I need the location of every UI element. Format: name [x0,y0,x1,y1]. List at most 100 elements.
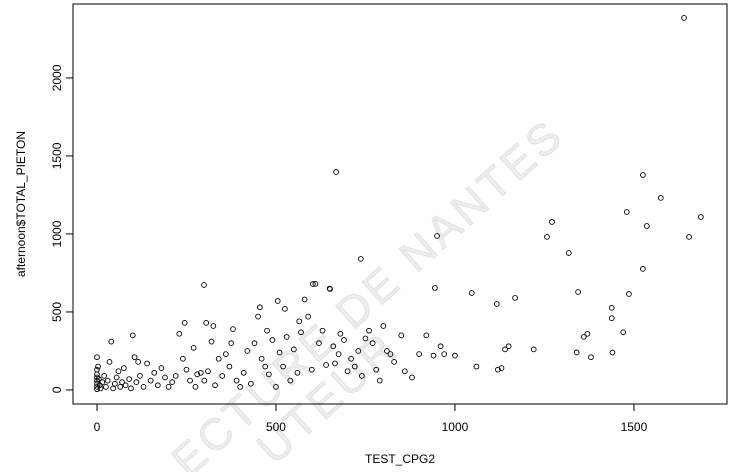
point [505,343,512,350]
point [362,335,369,342]
point [330,343,337,350]
point [180,355,186,362]
point [423,332,430,339]
point [549,219,555,225]
x-tick-label: 1500 [621,420,648,434]
y-tick-label: 1000 [50,220,64,247]
point [309,281,316,287]
point [248,380,254,387]
point [416,351,423,357]
point [319,327,326,334]
point [398,332,405,339]
point [305,313,312,320]
point [129,332,136,339]
y-tick-label: 0 [50,386,64,393]
point [294,369,301,376]
point [298,329,304,336]
plot-frame [72,3,728,405]
point [640,172,646,178]
point [94,383,100,390]
point [359,373,365,379]
point [94,380,100,387]
point [154,382,161,389]
point [308,366,315,373]
point [219,373,226,379]
point [301,296,308,303]
point [608,305,615,311]
point [190,344,197,351]
point [108,338,115,345]
point [110,385,116,392]
point [176,330,183,337]
point [387,351,394,357]
point [165,383,172,390]
point [357,256,364,262]
point [94,377,100,384]
point [169,379,176,386]
point [233,377,240,384]
point [283,334,290,340]
watermark: ECTURE DE NANTES UTEUR [162,109,574,472]
point [274,298,281,304]
point [296,318,303,325]
point [335,351,342,357]
point [355,348,362,354]
point [332,360,338,367]
y-tick-label: 2000 [50,64,64,91]
point [623,209,630,215]
y-tick-label: 500 [50,302,64,322]
point [265,371,272,378]
point [183,366,190,373]
point [201,282,207,288]
point [144,360,150,367]
point [126,376,133,382]
point [103,383,109,390]
point [94,366,100,373]
point [257,304,263,311]
point [434,233,440,239]
point [657,195,664,201]
point [384,348,390,354]
point [99,379,106,386]
point [620,329,627,336]
point [608,315,615,322]
point [94,386,100,393]
point [473,363,480,370]
point [498,365,505,371]
point [151,369,158,376]
point [369,340,376,347]
point [258,355,265,362]
point [172,373,179,379]
point [282,305,288,312]
watermark-text: ECTURE DE NANTES [163,109,574,472]
point [588,354,594,361]
point [230,326,236,332]
point [366,327,372,334]
point [495,366,501,373]
point [197,369,204,376]
point [162,374,168,381]
point [493,301,500,307]
point [264,327,270,334]
point [640,266,646,272]
point [643,223,650,229]
point [226,363,233,370]
point [312,281,319,287]
point [215,355,222,362]
x-tick-label: 1000 [442,420,469,434]
point [158,365,165,371]
point [137,373,143,379]
point [262,363,269,370]
point [530,346,537,353]
point [584,330,591,337]
point [502,346,508,353]
point [240,369,247,376]
point [544,234,550,240]
point [94,354,100,361]
point [452,352,458,359]
point [580,334,587,340]
point [95,363,101,370]
x-axis-label: TEST_CPG2 [365,452,435,466]
point [122,382,129,389]
